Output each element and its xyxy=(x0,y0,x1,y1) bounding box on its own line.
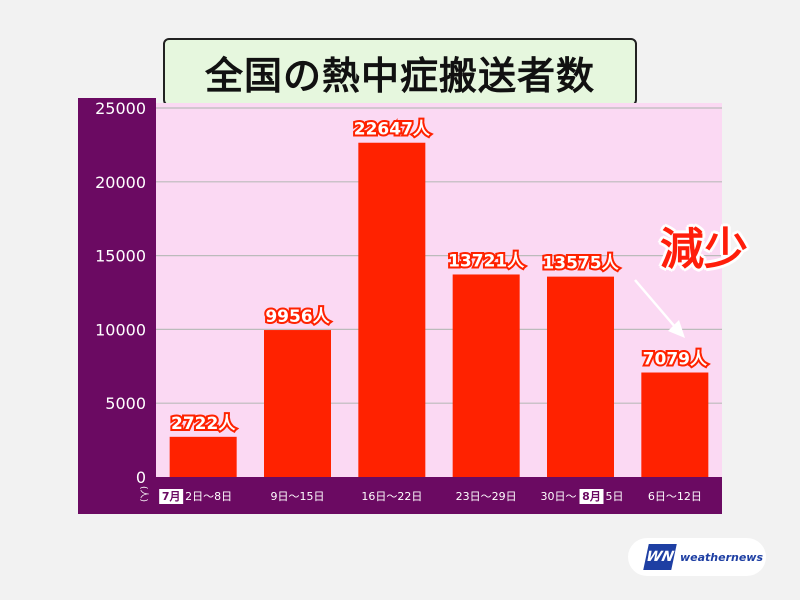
chart-title: 全国の熱中症搬送者数 xyxy=(163,38,637,106)
x-tick-label: 2日〜8日 xyxy=(185,490,232,503)
bar-value-label: 13575人 xyxy=(542,254,619,274)
y-tick-label: 20000 xyxy=(95,173,146,192)
month-badge: 7月 xyxy=(159,489,184,504)
plot-area xyxy=(156,103,722,477)
month-badge-bg xyxy=(159,489,184,504)
x-tick-label: 6日〜12日 xyxy=(648,490,702,503)
bar-value-label: 9956人 xyxy=(265,307,330,327)
x-tick-label: 5日 xyxy=(606,490,624,503)
decrease-callout: 減少 xyxy=(660,224,748,275)
x-axis-band xyxy=(156,477,722,514)
bar-value-label: 7079人 xyxy=(643,350,708,370)
wn-logo-mark: WN xyxy=(643,544,677,570)
y-axis-band xyxy=(78,98,156,514)
y-tick-label: 0 xyxy=(136,468,146,487)
x-tick-label: 23日〜29日 xyxy=(456,490,517,503)
x-tick-label: 30日〜 xyxy=(541,490,577,503)
bar-value-label: 2722人 xyxy=(171,414,236,434)
y-tick-label: 15000 xyxy=(95,247,146,266)
x-tick-label: 16日〜22日 xyxy=(361,490,422,503)
bar xyxy=(547,276,614,477)
bar-value-label: 22647人 xyxy=(354,120,431,140)
bar xyxy=(641,372,709,477)
y-axis-unit: (人) xyxy=(138,486,149,502)
month-badge-label: 7月 xyxy=(162,490,181,503)
month-badge: 8月 xyxy=(579,489,604,504)
bar-value-label: 13721人 xyxy=(448,251,525,271)
logo-text: weathernews xyxy=(680,550,764,564)
y-tick-label: 25000 xyxy=(95,99,146,118)
bar xyxy=(169,436,237,477)
y-tick-label: 5000 xyxy=(105,394,146,413)
y-tick-label: 10000 xyxy=(95,320,146,339)
bar xyxy=(264,330,331,477)
weathernews-logo: WN weathernews xyxy=(628,538,766,576)
month-badge-bg xyxy=(579,489,604,504)
decrease-arrow-head xyxy=(668,320,685,338)
bar xyxy=(452,274,520,477)
bar xyxy=(358,142,426,477)
month-badge-label: 8月 xyxy=(582,490,601,503)
decrease-arrow-line xyxy=(634,279,677,329)
x-tick-label: 9日〜15日 xyxy=(271,490,325,503)
